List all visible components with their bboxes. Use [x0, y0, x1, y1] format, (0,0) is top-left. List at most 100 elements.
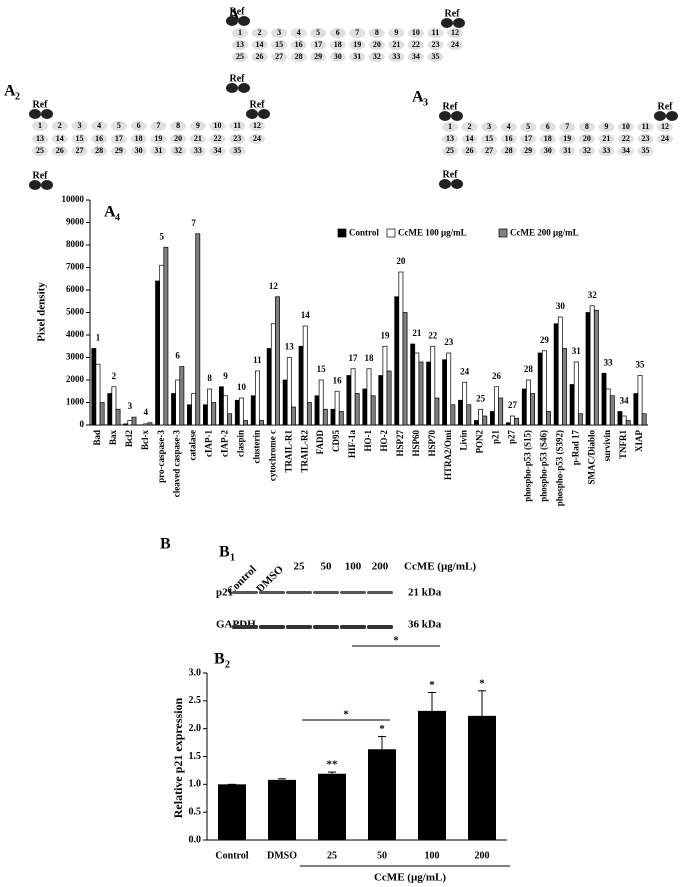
y-tick-label: 2.5	[189, 695, 202, 706]
spot-number: 8	[176, 121, 180, 130]
spot-number: 14	[56, 134, 64, 143]
array-spot	[251, 52, 268, 62]
array-spot	[427, 28, 444, 38]
spot-number: 20	[583, 134, 591, 143]
ref-spot	[29, 109, 41, 119]
x-tick-label: p-Rad 17	[570, 430, 580, 466]
x-tick-label: 50	[377, 850, 387, 861]
spot-number: 18	[544, 134, 552, 143]
spot-number: 9	[394, 28, 398, 37]
ref-label: Ref	[658, 101, 674, 112]
spot-number: 34	[412, 52, 420, 61]
bar	[494, 386, 499, 426]
bar	[601, 372, 607, 426]
bar	[155, 280, 161, 426]
array-spot	[481, 146, 498, 156]
spot-number: 12	[451, 28, 459, 37]
spot-number: 25	[36, 146, 44, 155]
spot-number: 15	[485, 134, 493, 143]
array-spot	[559, 146, 576, 156]
bar	[95, 363, 101, 426]
x-tick-label: p21	[491, 430, 501, 445]
ref-spot	[441, 18, 453, 28]
spot-number: 15	[275, 40, 283, 49]
bar	[621, 415, 627, 426]
spot-number: 16	[95, 134, 103, 143]
group-number: 14	[301, 310, 311, 320]
spot-number: 26	[466, 146, 474, 155]
array-spot	[71, 146, 88, 156]
array-spot	[442, 122, 458, 132]
ref-spot	[439, 179, 451, 189]
group-number: 18	[365, 353, 375, 363]
spot-number: 17	[314, 40, 322, 49]
ref-spot	[439, 111, 451, 121]
array-spot	[232, 28, 248, 38]
group-number: 16	[333, 375, 343, 385]
x-tick-label: HO-1	[363, 430, 373, 452]
array-spot	[598, 122, 615, 132]
x-tick-label: Bcl2	[124, 430, 134, 447]
bar	[434, 397, 440, 426]
bar	[402, 312, 408, 426]
group-number: 11	[253, 355, 262, 365]
group-number: 12	[269, 281, 279, 291]
bar	[234, 399, 240, 426]
bar	[171, 393, 176, 426]
ref-label: Ref	[230, 73, 246, 84]
array-spot	[310, 52, 327, 62]
blot-band	[259, 591, 285, 594]
ref-spot	[453, 18, 465, 28]
group-number: 4	[144, 407, 149, 417]
spot-number: 5	[117, 121, 121, 130]
spot-number: 7	[355, 28, 359, 37]
bar	[489, 411, 495, 426]
bar	[577, 413, 583, 426]
spot-number: 15	[75, 134, 83, 143]
bar	[218, 386, 224, 426]
spot-number: 11	[642, 122, 650, 131]
bar	[243, 420, 249, 426]
bar	[147, 422, 153, 426]
x-tick-label: 200	[475, 850, 490, 861]
x-tick-label: HO-2	[379, 430, 389, 452]
y-tick-label: 2.0	[189, 723, 202, 734]
bar	[143, 423, 149, 426]
x-tick-label: phospho-p53 (S46)	[538, 430, 548, 502]
x-tick-label: HIF-1a	[347, 430, 357, 458]
spot-number: 33	[602, 146, 610, 155]
array-spot	[617, 122, 634, 132]
array-spot	[232, 40, 248, 50]
x-tick-label: FADD	[315, 429, 325, 454]
array-spot	[189, 146, 206, 156]
array-spot	[209, 134, 226, 144]
array-spot	[461, 122, 478, 132]
x-tick-label: HSP27	[395, 430, 405, 457]
spot-number: 26	[56, 146, 64, 155]
bar	[111, 386, 117, 426]
comparison-label: *	[343, 709, 349, 721]
group-number: 31	[572, 346, 582, 356]
group-number: 30	[556, 301, 566, 311]
bar	[605, 388, 611, 426]
x-tick-label: HSP60	[411, 430, 421, 457]
array-spot	[388, 40, 405, 50]
group-number: 25	[476, 393, 486, 403]
bar	[318, 773, 346, 840]
array-spot	[271, 40, 288, 50]
array-spot	[51, 146, 68, 156]
group-number: 21	[412, 328, 422, 338]
bar	[227, 413, 233, 426]
array-spot	[407, 52, 424, 62]
x-tick-label: pro-caspase-3	[156, 430, 166, 483]
spot-number: 30	[135, 146, 143, 155]
array-spot	[229, 146, 246, 156]
x-tick-label: DMSO	[267, 850, 297, 861]
array-spot	[617, 134, 634, 144]
bar	[510, 415, 515, 426]
array-spot	[617, 146, 634, 156]
spot-number: 23	[641, 134, 649, 143]
array-spot	[388, 28, 405, 38]
bar	[127, 420, 133, 426]
ref-spot	[258, 109, 270, 119]
